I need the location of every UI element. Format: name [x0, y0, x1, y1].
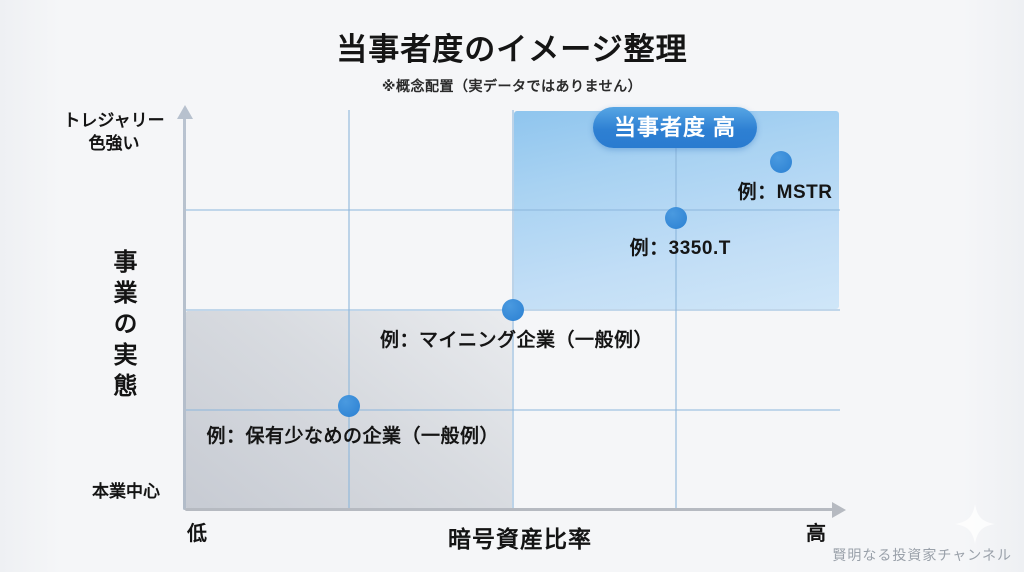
y-axis-title: 事業の実態	[109, 249, 136, 404]
x-axis-title: 暗号資産比率	[448, 526, 592, 552]
data-point-label: 例：保有少なめの企業（一般例）	[206, 426, 500, 447]
gridline-vertical	[675, 110, 678, 510]
y-axis-label-low: 本業中心	[92, 482, 160, 501]
gridline-horizontal	[185, 209, 840, 211]
data-point-label: 例：MSTR	[737, 182, 833, 203]
subtitle: ※概念配置（実データではありません）	[381, 78, 643, 94]
x-axis-arrow-icon	[832, 502, 846, 518]
data-point	[770, 151, 793, 173]
y-axis-label-high-line1: トレジャリー	[63, 111, 165, 130]
y-axis-arrow-icon	[177, 105, 193, 119]
data-point	[501, 299, 524, 321]
page-title: 当事者度のイメージ整理	[336, 32, 688, 67]
y-axis-line	[183, 117, 186, 510]
y-axis-label-high-line2: 色強い	[88, 133, 140, 153]
x-axis-label-low: 低	[187, 523, 207, 545]
data-point	[337, 395, 360, 417]
data-point-label: 例：マイニング企業（一般例）	[379, 330, 654, 351]
sparkle-icon	[955, 504, 995, 544]
watermark-text: 賢明なる投資家チャンネル	[832, 547, 1012, 563]
x-axis-line	[185, 508, 833, 511]
high-involvement-badge: 当事者度 高	[593, 107, 757, 148]
y-axis-label-high: トレジャリー 色強い	[52, 110, 176, 156]
data-point	[665, 207, 688, 229]
x-axis-label-high: 高	[806, 523, 826, 545]
data-point-label: 例：3350.T	[629, 238, 731, 259]
